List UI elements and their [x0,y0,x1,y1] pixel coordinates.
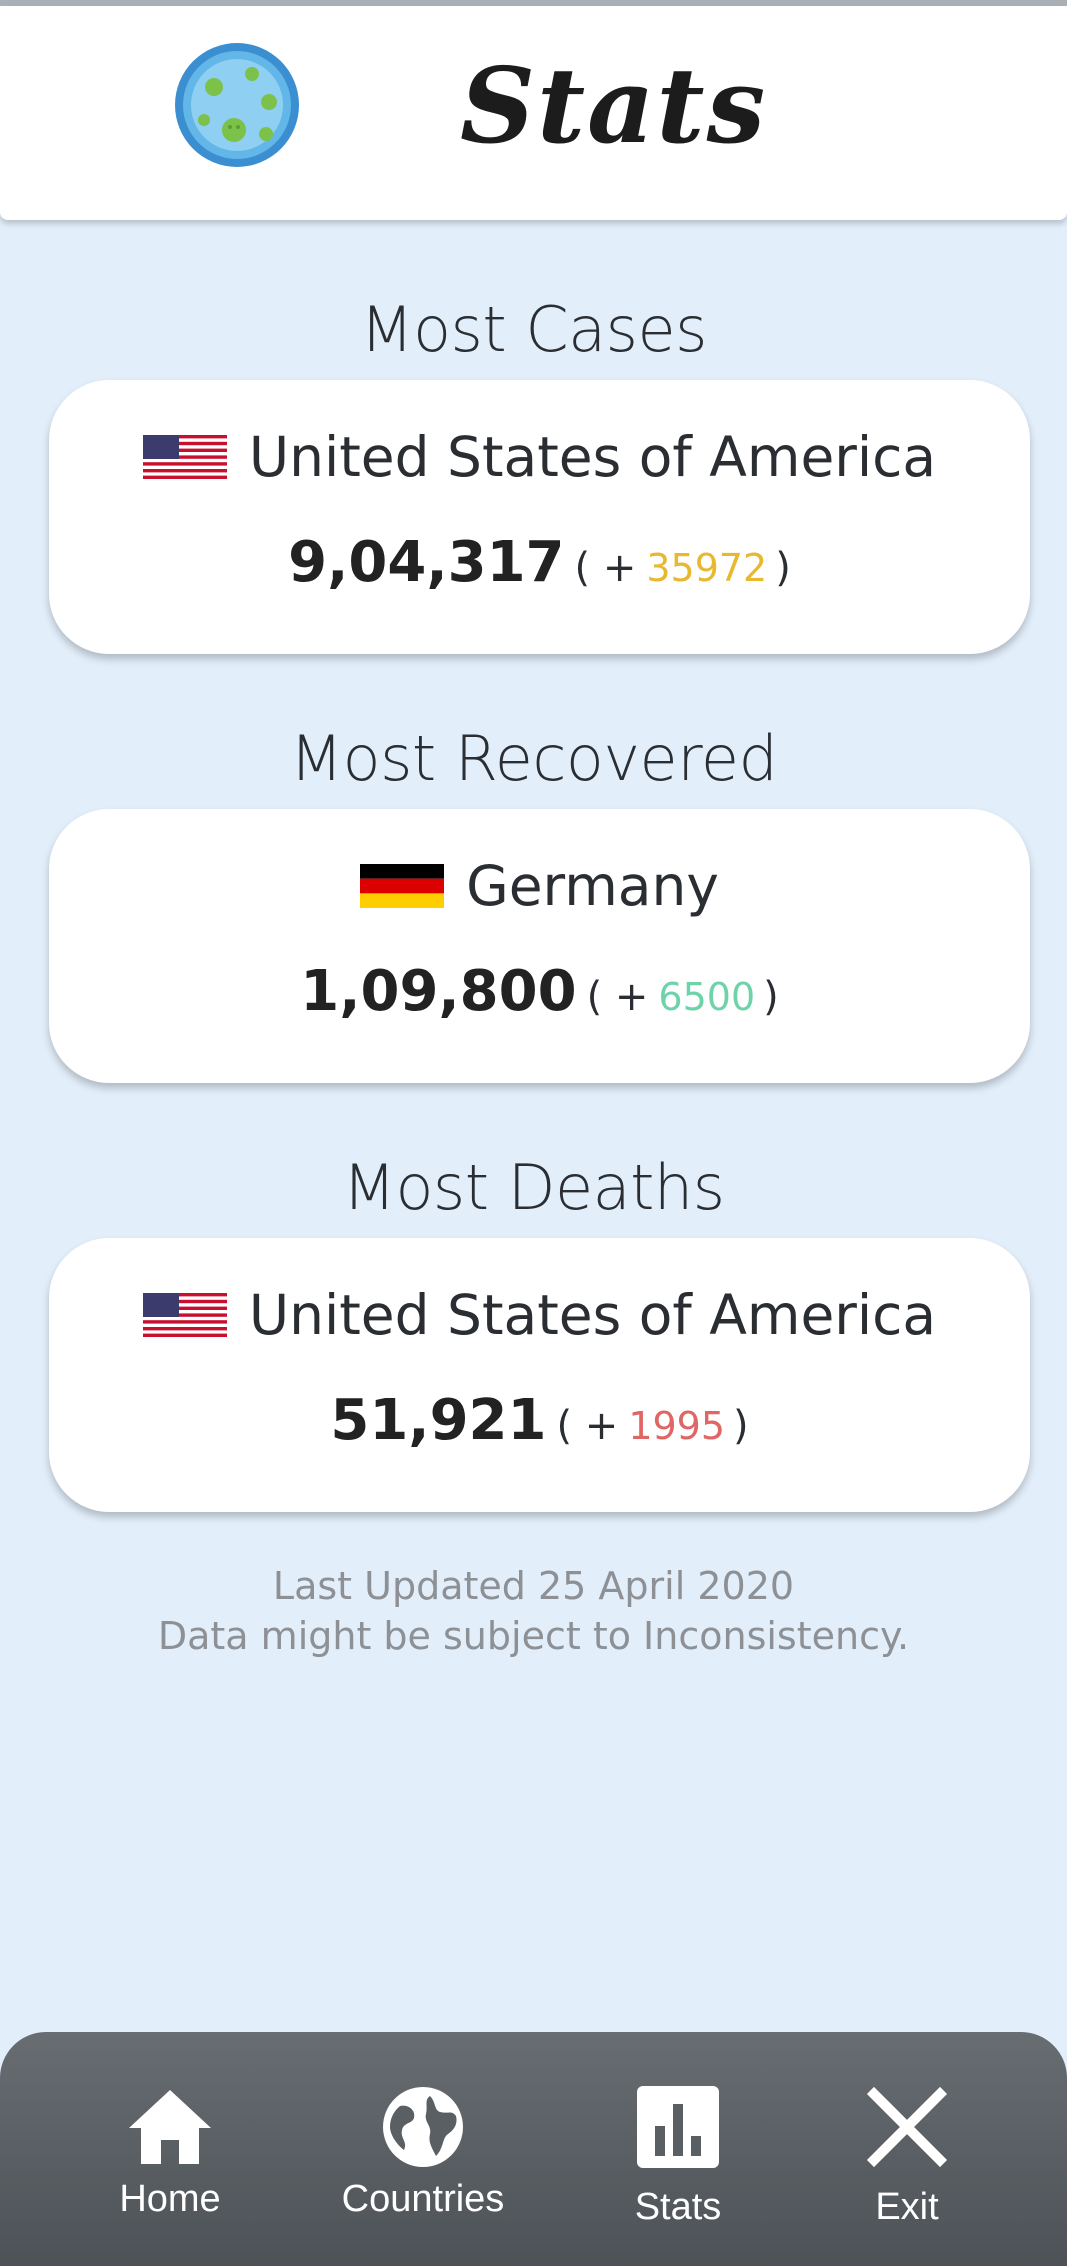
close-paren: ) [775,545,791,591]
page-title: Stats [460,44,768,167]
close-icon [866,2086,948,2168]
stat-card-most-cases[interactable]: United States of America 9,04,317 ( + 35… [49,380,1030,654]
app-header: Stats [0,6,1067,220]
open-paren: ( + [556,1403,619,1449]
nav-countries-label: Countries [341,2178,505,2220]
globe-icon [383,2087,463,2167]
country-name: United States of America [248,425,937,489]
close-paren: ) [763,974,779,1020]
total-count: 1,09,800 [300,959,577,1024]
card-country-row: United States of America [49,1280,1030,1350]
bottom-nav: Home Countries Stats Exit [0,2032,1067,2266]
open-paren: ( + [586,974,649,1020]
card-country-row: United States of America [49,422,1030,492]
nav-home[interactable]: Home [70,2082,270,2242]
nav-stats[interactable]: Stats [578,2082,778,2242]
stat-card-most-deaths[interactable]: United States of America 51,921 ( + 1995… [49,1238,1030,1512]
close-paren: ) [733,1403,749,1449]
country-name: Germany [466,854,719,918]
home-icon [129,2090,211,2164]
section-heading-most-recovered: Most Recovered [289,722,778,795]
total-count: 9,04,317 [288,530,565,595]
nav-home-label: Home [119,2178,221,2220]
stat-card-most-recovered[interactable]: Germany 1,09,800 ( + 6500 ) [49,809,1030,1083]
section-heading-most-cases: Most Cases [360,293,707,366]
card-stats-row: 1,09,800 ( + 6500 ) [49,959,1030,1029]
card-stats-row: 51,921 ( + 1995 ) [49,1388,1030,1458]
delta-count: 6500 [658,975,756,1019]
usa-flag-icon [142,435,227,479]
delta-count: 35972 [646,546,768,590]
country-name: United States of America [248,1283,937,1347]
last-updated-text: Last Updated 25 April 2020 [272,1564,795,1608]
open-paren: ( + [574,545,637,591]
status-divider [0,0,1067,6]
total-count: 51,921 [330,1388,547,1453]
delta-count: 1995 [628,1404,726,1448]
nav-exit-label: Exit [875,2186,939,2228]
nav-stats-label: Stats [634,2186,722,2228]
germany-flag-icon [360,864,445,908]
usa-flag-icon [142,1293,227,1337]
virus-globe-icon [175,43,299,167]
card-country-row: Germany [49,851,1030,921]
section-heading-most-deaths: Most Deaths [342,1151,725,1224]
disclaimer-text: Data might be subject to Inconsistency. [157,1614,910,1658]
card-stats-row: 9,04,317 ( + 35972 ) [49,530,1030,600]
nav-countries[interactable]: Countries [323,2082,523,2242]
bar-chart-icon [637,2086,719,2168]
nav-exit[interactable]: Exit [807,2082,1007,2242]
